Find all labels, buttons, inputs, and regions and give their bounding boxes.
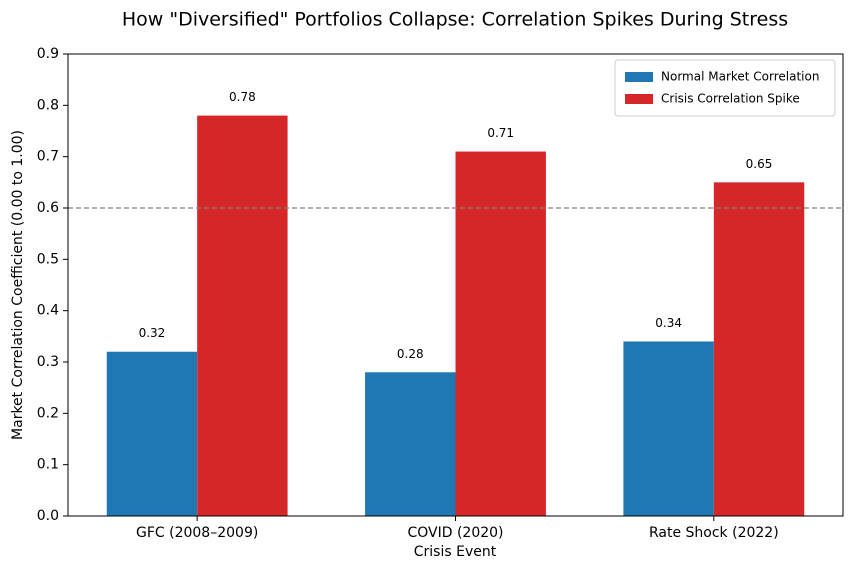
y-tick-label: 0.6	[37, 200, 59, 216]
y-tick-label: 0.9	[37, 46, 59, 62]
legend-swatch	[625, 94, 653, 104]
y-axis-label: Market Correlation Coefficient (0.00 to …	[10, 130, 26, 440]
value-label: 0.34	[655, 316, 682, 330]
y-tick-label: 0.7	[37, 149, 59, 165]
bar	[365, 372, 456, 516]
chart-title: How "Diversified" Portfolios Collapse: C…	[122, 9, 788, 31]
plot-frame	[67, 53, 844, 517]
value-label: 0.78	[229, 90, 256, 104]
x-tick-label: COVID (2020)	[407, 525, 503, 541]
y-tick-label: 0.5	[37, 251, 59, 267]
x-axis-label: Crisis Event	[414, 544, 497, 560]
bar	[197, 115, 288, 516]
bar	[455, 151, 546, 517]
legend-swatch	[625, 72, 653, 82]
bar	[106, 351, 198, 516]
y-tick-label: 0.2	[37, 405, 59, 421]
bar	[713, 182, 805, 517]
x-tick-label: Rate Shock (2022)	[649, 525, 779, 541]
y-tick-label: 0.3	[37, 354, 59, 370]
y-tick-label: 0.4	[37, 303, 59, 319]
value-label: 0.28	[397, 347, 424, 361]
bar	[623, 341, 714, 516]
legend-label: Normal Market Correlation	[661, 70, 819, 84]
y-tick-label: 0.0	[37, 508, 59, 524]
y-tick-label: 0.1	[37, 457, 59, 473]
x-tick-label: GFC (2008–2009)	[136, 525, 258, 541]
value-label: 0.71	[487, 126, 514, 140]
value-label: 0.32	[139, 326, 166, 340]
legend-box	[614, 59, 836, 117]
value-label: 0.65	[746, 157, 773, 171]
legend-label: Crisis Correlation Spike	[661, 92, 800, 106]
y-tick-label: 0.8	[37, 97, 59, 113]
